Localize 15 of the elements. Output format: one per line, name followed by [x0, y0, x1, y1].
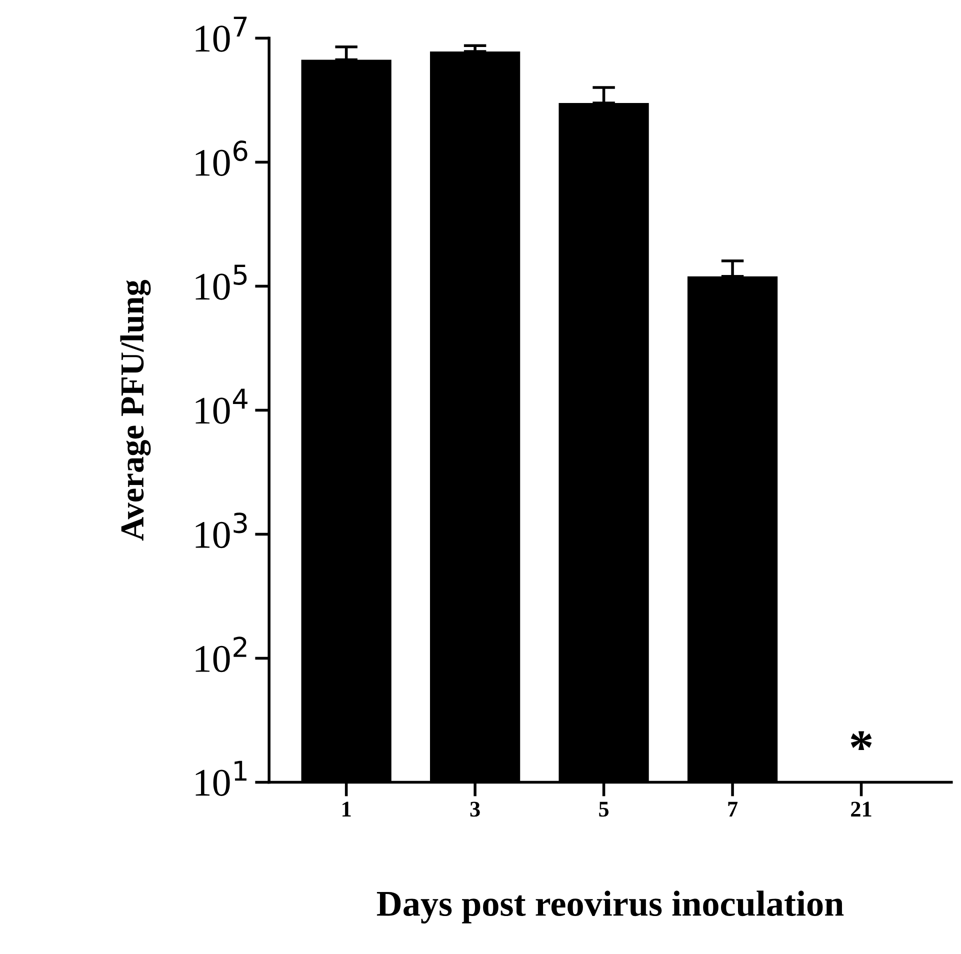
x-tick-label: 7 — [728, 802, 738, 816]
x-tick-label: 21 — [851, 802, 872, 816]
x-tick-label: 3 — [470, 802, 480, 817]
y-tick-label: 10$^{5}$ — [196, 264, 247, 300]
y-tick-label: 10$^{7}$ — [196, 16, 247, 52]
y-tick-label: 10$^{4}$ — [196, 388, 248, 424]
y-tick-label: 10$^{3}$ — [196, 512, 247, 548]
annotation: * — [850, 731, 872, 750]
y-tick-label: 10$^{2}$ — [196, 636, 246, 672]
y-axis-title: Average PFU/lung — [120, 280, 151, 541]
y-tick-label: 10$^{6}$ — [196, 140, 248, 176]
y-tick-label: 10$^{1}$ — [196, 760, 246, 796]
x-tick-label: 5 — [599, 802, 609, 817]
x-axis-title: Days post reovirus inoculation — [376, 890, 844, 924]
x-tick-label: 1 — [342, 802, 351, 816]
